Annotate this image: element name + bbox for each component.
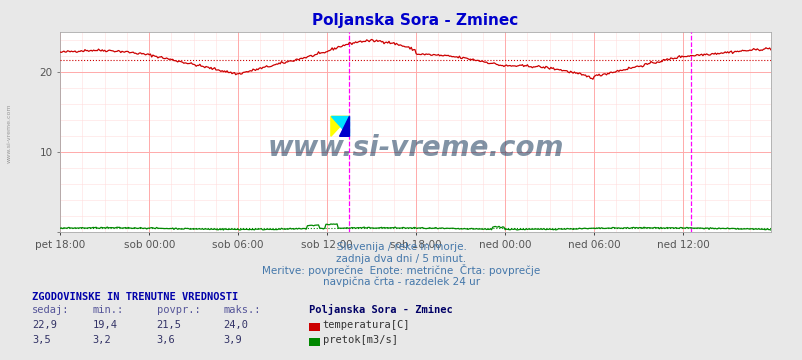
Text: 19,4: 19,4 — [92, 320, 117, 330]
Text: pretok[m3/s]: pretok[m3/s] — [322, 335, 397, 345]
Polygon shape — [330, 116, 349, 136]
Text: sedaj:: sedaj: — [32, 305, 70, 315]
Text: www.si-vreme.com: www.si-vreme.com — [267, 134, 563, 162]
Text: Poljanska Sora - Zminec: Poljanska Sora - Zminec — [309, 304, 452, 315]
Text: navpična črta - razdelek 24 ur: navpična črta - razdelek 24 ur — [322, 277, 480, 288]
Text: Slovenija / reke in morje.: Slovenija / reke in morje. — [336, 242, 466, 252]
Text: www.si-vreme.com: www.si-vreme.com — [7, 103, 12, 163]
Text: zadnja dva dni / 5 minut.: zadnja dva dni / 5 minut. — [336, 254, 466, 264]
Text: 24,0: 24,0 — [223, 320, 248, 330]
Text: min.:: min.: — [92, 305, 124, 315]
Text: 3,2: 3,2 — [92, 335, 111, 345]
Polygon shape — [339, 116, 349, 136]
Text: maks.:: maks.: — [223, 305, 261, 315]
Text: povpr.:: povpr.: — [156, 305, 200, 315]
Text: Meritve: povprečne  Enote: metrične  Črta: povprečje: Meritve: povprečne Enote: metrične Črta:… — [262, 264, 540, 276]
Text: 3,5: 3,5 — [32, 335, 51, 345]
Title: Poljanska Sora - Zminec: Poljanska Sora - Zminec — [312, 13, 518, 28]
Text: 3,9: 3,9 — [223, 335, 241, 345]
Polygon shape — [330, 116, 349, 136]
Text: temperatura[C]: temperatura[C] — [322, 320, 410, 330]
Text: 3,6: 3,6 — [156, 335, 175, 345]
Text: 21,5: 21,5 — [156, 320, 181, 330]
Text: 22,9: 22,9 — [32, 320, 57, 330]
Text: ZGODOVINSKE IN TRENUTNE VREDNOSTI: ZGODOVINSKE IN TRENUTNE VREDNOSTI — [32, 292, 238, 302]
